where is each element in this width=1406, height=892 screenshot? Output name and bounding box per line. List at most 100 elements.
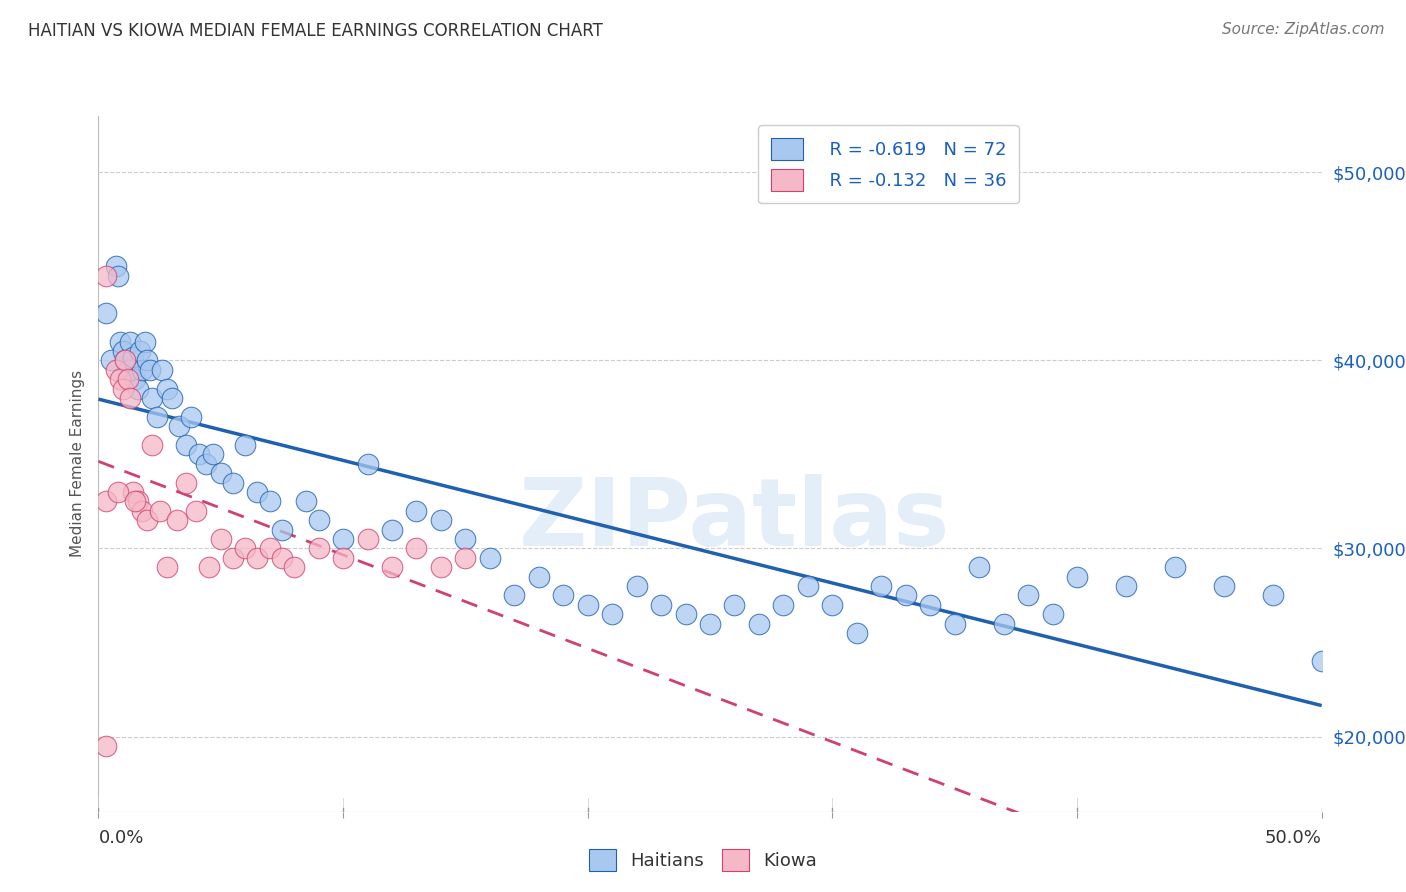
Point <box>246 485 269 500</box>
Point <box>209 532 232 546</box>
Point <box>405 504 427 518</box>
Point <box>139 363 162 377</box>
Point <box>195 457 218 471</box>
Point <box>121 485 143 500</box>
Point <box>772 598 794 612</box>
Point <box>187 447 209 461</box>
Point <box>111 344 134 359</box>
Point <box>1042 607 1064 622</box>
Point <box>117 372 139 386</box>
Point <box>136 513 159 527</box>
Point <box>381 523 404 537</box>
Point <box>1066 569 1088 583</box>
Point <box>120 391 142 405</box>
Text: ZIPatlas: ZIPatlas <box>519 474 950 566</box>
Legend: Haitians, Kiowa: Haitians, Kiowa <box>582 842 824 879</box>
Point <box>454 550 477 565</box>
Point <box>356 532 378 546</box>
Point <box>131 504 153 518</box>
Point <box>127 494 149 508</box>
Point <box>114 353 136 368</box>
Point <box>156 382 179 396</box>
Point <box>202 447 225 461</box>
Point <box>527 569 550 583</box>
Text: Source: ZipAtlas.com: Source: ZipAtlas.com <box>1222 22 1385 37</box>
Point <box>870 579 893 593</box>
Point <box>270 550 294 565</box>
Point <box>405 541 427 556</box>
Point <box>503 589 526 603</box>
Point <box>222 475 245 490</box>
Point <box>209 467 232 481</box>
Point <box>430 560 453 574</box>
Point <box>553 589 575 603</box>
Point <box>146 409 169 424</box>
Point <box>600 607 623 622</box>
Point <box>381 560 404 574</box>
Point <box>270 523 294 537</box>
Point <box>356 457 378 471</box>
Point <box>94 739 117 753</box>
Point <box>259 541 281 556</box>
Point <box>748 616 770 631</box>
Point <box>104 363 127 377</box>
Point <box>136 353 159 368</box>
Point <box>478 550 501 565</box>
Point <box>626 579 648 593</box>
Point <box>127 382 149 396</box>
Point <box>149 504 172 518</box>
Point <box>107 268 129 283</box>
Point <box>186 504 208 518</box>
Text: HAITIAN VS KIOWA MEDIAN FEMALE EARNINGS CORRELATION CHART: HAITIAN VS KIOWA MEDIAN FEMALE EARNINGS … <box>28 22 603 40</box>
Point <box>121 350 143 364</box>
Point <box>675 607 697 622</box>
Point <box>233 438 256 452</box>
Point <box>100 353 122 368</box>
Point <box>124 372 146 386</box>
Point <box>150 363 173 377</box>
Point <box>454 532 477 546</box>
Point <box>107 485 129 500</box>
Point <box>576 598 599 612</box>
Point <box>176 475 198 490</box>
Point <box>129 344 152 359</box>
Legend:   R = -0.619   N = 72,   R = -0.132   N = 36: R = -0.619 N = 72, R = -0.132 N = 36 <box>758 125 1019 203</box>
Text: 50.0%: 50.0% <box>1265 829 1322 847</box>
Point <box>1115 579 1137 593</box>
Point <box>104 260 127 274</box>
Point <box>233 541 256 556</box>
Point <box>1310 654 1333 668</box>
Point <box>821 598 844 612</box>
Text: 0.0%: 0.0% <box>98 829 143 847</box>
Y-axis label: Median Female Earnings: Median Female Earnings <box>69 370 84 558</box>
Point <box>131 363 153 377</box>
Point <box>295 494 318 508</box>
Point <box>1017 589 1039 603</box>
Point <box>222 550 245 565</box>
Point <box>160 391 183 405</box>
Point <box>110 372 132 386</box>
Point <box>308 541 330 556</box>
Point <box>110 334 132 349</box>
Point <box>1164 560 1187 574</box>
Point <box>166 513 188 527</box>
Point <box>1212 579 1234 593</box>
Point <box>246 550 269 565</box>
Point <box>332 532 354 546</box>
Point <box>894 589 917 603</box>
Point <box>117 363 139 377</box>
Point <box>993 616 1015 631</box>
Point <box>723 598 745 612</box>
Point <box>94 306 117 320</box>
Point <box>967 560 990 574</box>
Point <box>259 494 281 508</box>
Point <box>124 494 146 508</box>
Point <box>332 550 354 565</box>
Point <box>308 513 330 527</box>
Point <box>176 438 198 452</box>
Point <box>430 513 453 527</box>
Point <box>797 579 820 593</box>
Point <box>111 382 134 396</box>
Point <box>197 560 219 574</box>
Point <box>1261 589 1284 603</box>
